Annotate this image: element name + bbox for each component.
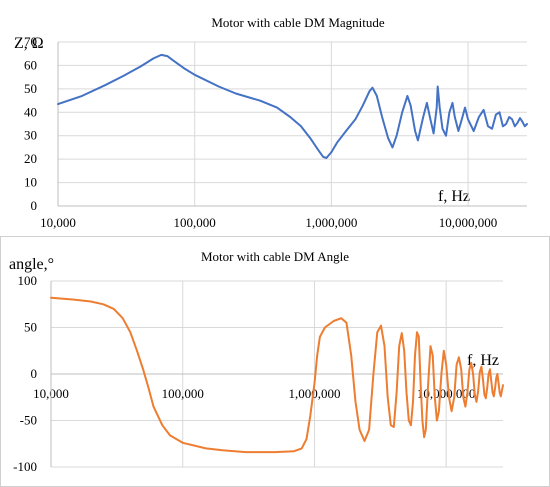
x-axis-label: f, Hz	[467, 352, 499, 369]
series-line	[57, 53, 528, 159]
y-tick-label: 0	[31, 366, 38, 381]
x-tick-label: 10,000	[40, 215, 76, 230]
y-tick-label: -50	[20, 413, 37, 428]
magnitude-plot-area: 0 10 20 30 40 50 60 70 10,000 100,000 1,000,000 10,…	[24, 34, 528, 230]
x-tick-label: 100,000	[174, 215, 216, 230]
magnitude-chart-panel: Motor with cable DM Magnitude Z, Ω f, Hz…	[0, 0, 550, 236]
chart-title: Motor with cable DM Angle	[201, 249, 349, 264]
y-tick-label: -100	[13, 459, 37, 474]
x-tick-label: 10,000,000	[417, 386, 476, 401]
x-axis-label: f, Hz	[438, 188, 470, 205]
y-tick-label: 60	[24, 57, 37, 72]
series-line	[50, 296, 504, 454]
x-tick-label: 1,000,000	[288, 386, 340, 401]
y-tick-label: 0	[31, 198, 38, 213]
y-tick-label: 20	[24, 151, 37, 166]
y-tick-label: 40	[24, 104, 37, 119]
y-axis-label: angle,°	[9, 256, 54, 273]
y-tick-label: 30	[24, 128, 37, 143]
chart-title: Motor with cable DM Magnitude	[211, 15, 385, 30]
angle-chart-panel: Motor with cable DM Angle angle,° f, Hz …	[0, 236, 550, 487]
y-tick-label: 70	[24, 34, 37, 49]
x-tick-label: 10,000,000	[439, 215, 498, 230]
angle-chart: Motor with cable DM Angle angle,° f, Hz …	[0, 236, 550, 487]
x-tick-label: 1,000,000	[305, 215, 357, 230]
magnitude-chart: Motor with cable DM Magnitude Z, Ω f, Hz…	[14, 15, 528, 230]
y-tick-label: 10	[24, 175, 37, 190]
x-tick-label: 100,000	[162, 386, 204, 401]
y-tick-label: 50	[24, 81, 37, 96]
y-tick-label: 100	[18, 273, 38, 288]
y-tick-label: 50	[24, 320, 37, 335]
y-axis-label: Z, Ω	[14, 35, 44, 52]
